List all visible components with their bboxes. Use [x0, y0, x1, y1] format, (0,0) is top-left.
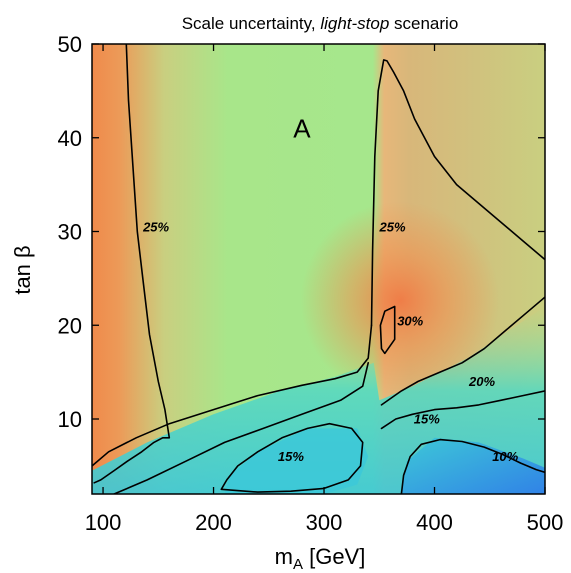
contour-c25-left [93, 44, 171, 484]
contour-c15-right [380, 390, 545, 430]
plot-frame [91, 43, 546, 495]
contour-label: 30% [397, 313, 423, 328]
contour-c20-lower [113, 362, 369, 494]
contour-c30 [379, 305, 396, 355]
y-axis-label: tan β [10, 245, 35, 294]
contour-c15-low-island [220, 422, 364, 493]
contour-lines [92, 44, 545, 494]
region-label: A [293, 113, 311, 143]
contour-label: 10% [492, 449, 518, 464]
x-tick-label: 200 [195, 510, 232, 535]
contour-c25-right [370, 59, 545, 327]
contour-label: 25% [379, 220, 406, 235]
y-tick-label: 10 [58, 407, 82, 432]
heatmap-surface [92, 44, 545, 494]
contour-label: 15% [414, 412, 440, 427]
contour-label: 20% [468, 374, 495, 389]
x-tick-label: 500 [527, 510, 564, 535]
contour-c20 [380, 296, 545, 406]
y-tick-label: 40 [58, 126, 82, 151]
y-tick-label: 20 [58, 313, 82, 338]
heatmap-blue-corner [401, 437, 545, 494]
heatmap-cyan-core [224, 428, 369, 494]
x-tick-label: 100 [85, 510, 122, 535]
x-tick-label: 300 [306, 510, 343, 535]
axis-ticks: 100 200 300 400 500 10 20 30 40 50 [58, 32, 564, 535]
contour-label: 15% [278, 449, 304, 464]
contour-label: 25% [142, 220, 169, 235]
x-axis-label: mA [GeV] [275, 544, 366, 573]
contour-labels: 25% 25% 30% 20% 15% 15% 10% A [142, 113, 519, 464]
contour-c10 [400, 438, 545, 494]
y-tick-label: 50 [58, 32, 82, 57]
chart-title: Scale uncertainty, light-stop scenario [182, 14, 459, 33]
contour-c25-lower [92, 324, 373, 467]
x-tick-label: 400 [416, 510, 453, 535]
y-tick-label: 30 [58, 220, 82, 245]
